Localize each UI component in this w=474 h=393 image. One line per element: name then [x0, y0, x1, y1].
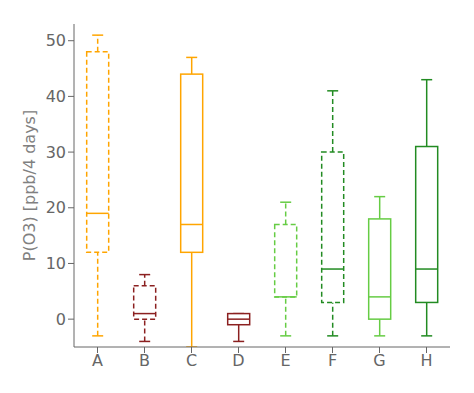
svg-text:40: 40	[46, 87, 66, 106]
svg-text:0: 0	[56, 310, 66, 329]
svg-text:30: 30	[46, 143, 66, 162]
svg-text:20: 20	[46, 198, 66, 217]
svg-text:D: D	[232, 351, 244, 370]
svg-text:50: 50	[46, 31, 66, 50]
svg-text:F: F	[328, 351, 337, 370]
svg-text:B: B	[139, 351, 150, 370]
svg-text:C: C	[186, 351, 197, 370]
svg-text:H: H	[420, 351, 432, 370]
svg-text:P(O3) [ppb/4 days]: P(O3) [ppb/4 days]	[20, 110, 39, 261]
svg-text:G: G	[373, 351, 385, 370]
svg-text:E: E	[280, 351, 290, 370]
svg-text:10: 10	[46, 254, 66, 273]
svg-text:A: A	[92, 351, 103, 370]
